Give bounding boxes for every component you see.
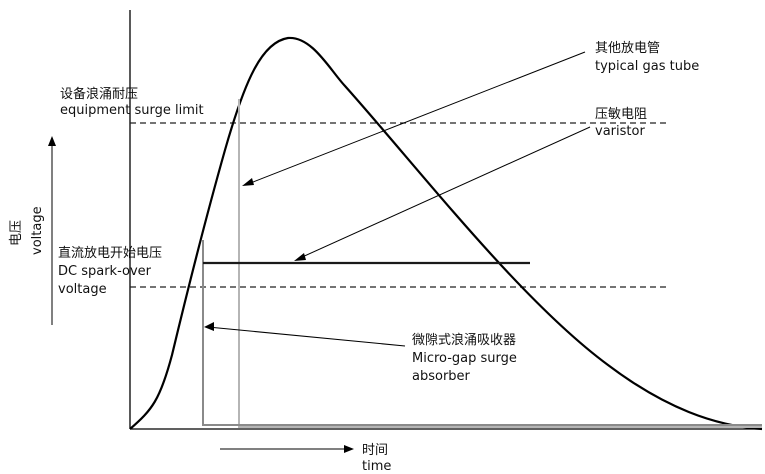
voltage-arrowhead bbox=[48, 136, 56, 146]
microgap-en2-label: absorber bbox=[412, 369, 471, 384]
dc-sparkover-en1-label: DC spark-over bbox=[58, 264, 152, 279]
microgap-cn-label: 微隙式浪涌吸收器 bbox=[412, 333, 516, 348]
gas-tube-leader bbox=[247, 51, 586, 185]
voltage-cn-label: 电压 bbox=[9, 220, 24, 246]
equipment-limit-en-label: equipment surge limit bbox=[60, 103, 204, 118]
equipment-limit-cn-label: 设备浪涌耐压 bbox=[60, 86, 138, 102]
gas-tube-cn-label: 其他放电管 bbox=[595, 41, 660, 56]
time-arrowhead bbox=[344, 445, 354, 453]
gas-tube-en-label: typical gas tube bbox=[595, 59, 699, 74]
time-cn-label: 时间 bbox=[362, 443, 388, 458]
gas-tube-arrowhead bbox=[242, 178, 254, 186]
surge-voltage-curve bbox=[129, 36, 763, 431]
voltage-en-label: voltage bbox=[30, 206, 45, 255]
time-en-label: time bbox=[362, 459, 391, 474]
microgap-arrowhead bbox=[204, 322, 214, 331]
varistor-leader bbox=[299, 126, 591, 259]
microgap-trace bbox=[202, 240, 762, 426]
dc-sparkover-en2-label: voltage bbox=[58, 282, 107, 297]
microgap-leader bbox=[207, 326, 406, 347]
gas-tube-trace bbox=[238, 99, 762, 428]
varistor-cn-label: 压敏电阻 bbox=[595, 107, 647, 122]
microgap-en1-label: Micro-gap surge bbox=[412, 351, 517, 366]
dc-sparkover-cn-label: 直流放电开始电压 bbox=[58, 246, 162, 261]
varistor-en-label: varistor bbox=[595, 124, 645, 139]
varistor-arrowhead bbox=[294, 253, 306, 261]
